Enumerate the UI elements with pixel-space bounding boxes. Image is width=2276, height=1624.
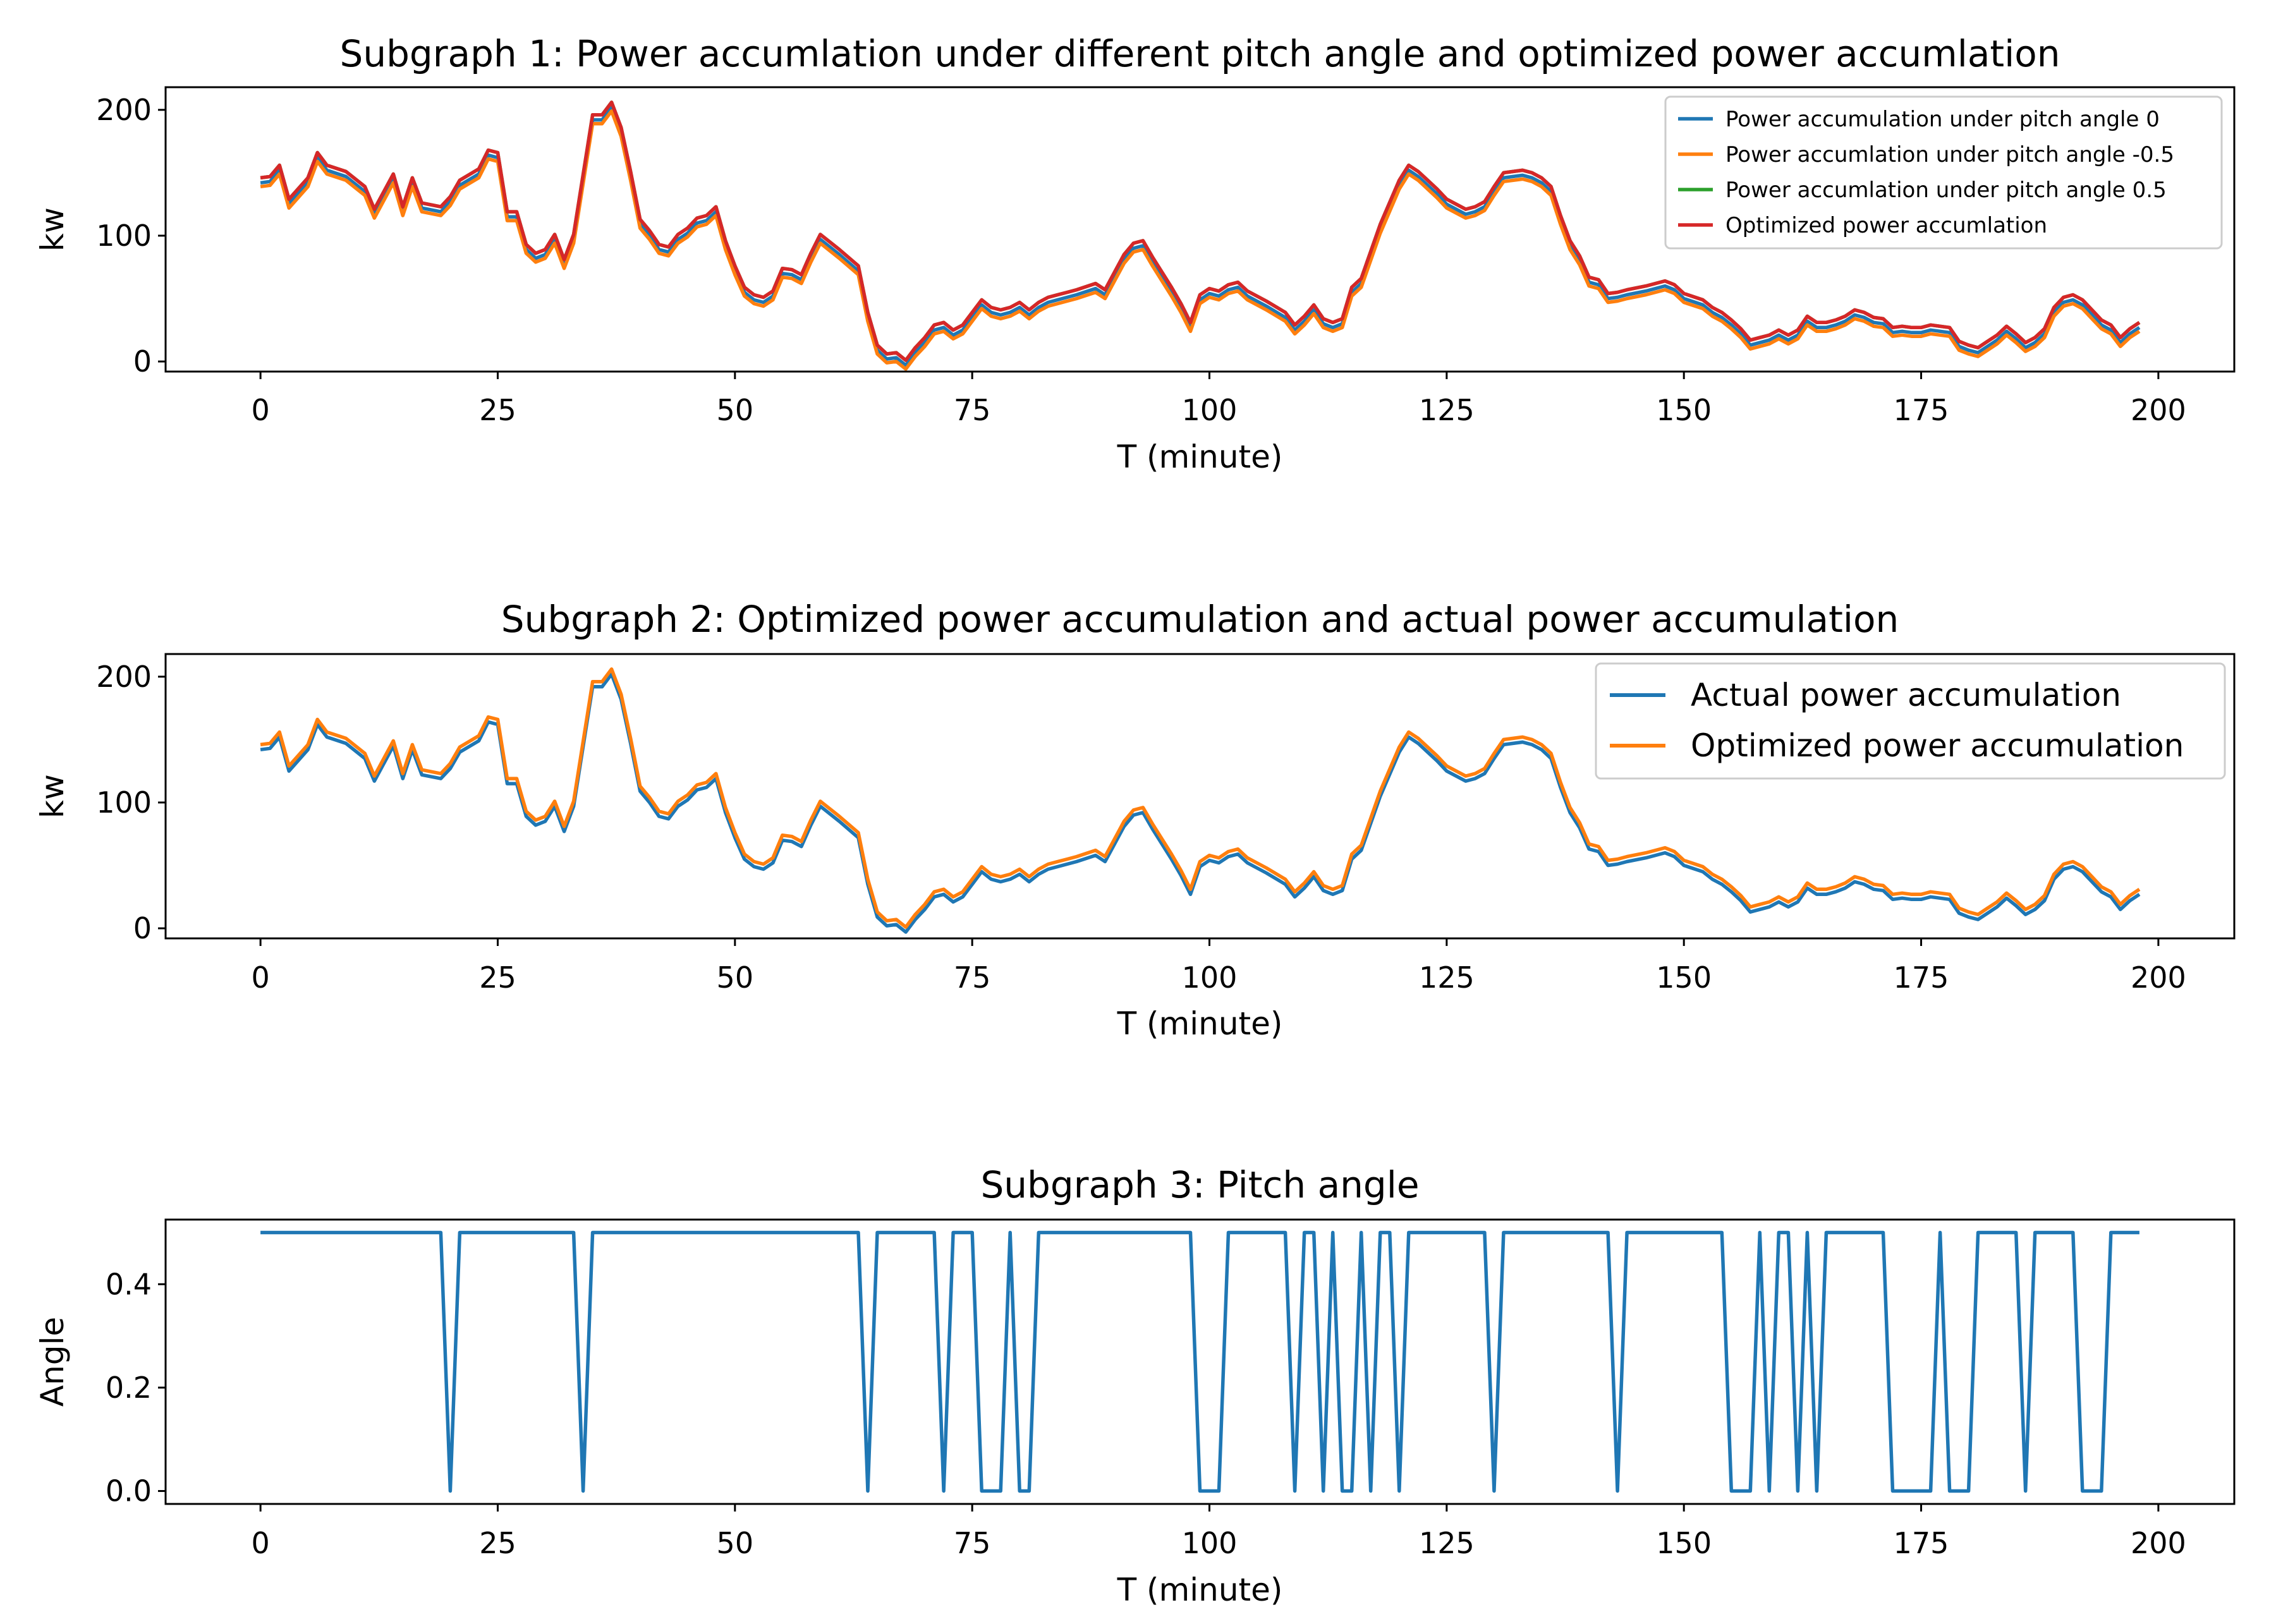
subplot-1: Subgraph 1: Power accumlation under diff… bbox=[34, 32, 2236, 475]
x-tick-label: 125 bbox=[1419, 1526, 1475, 1560]
series-line-4 bbox=[260, 100, 2141, 362]
legend-label-2: Optimized power accumulation bbox=[1691, 727, 2184, 764]
x-axis-label: T (minute) bbox=[1117, 1005, 1283, 1042]
x-tick-label: 0 bbox=[251, 1526, 269, 1560]
x-tick-label: 200 bbox=[2131, 960, 2186, 995]
x-axis-label: T (minute) bbox=[1117, 439, 1283, 475]
y-tick-label: 200 bbox=[96, 660, 152, 694]
subplot-2: Subgraph 2: Optimized power accumulation… bbox=[34, 598, 2236, 1042]
series-line-1 bbox=[260, 106, 2141, 367]
x-tick-label: 100 bbox=[1182, 1526, 1238, 1560]
x-tick-label: 75 bbox=[954, 393, 991, 427]
x-tick-label: 75 bbox=[954, 960, 991, 995]
subplot-title: Subgraph 3: Pitch angle bbox=[980, 1163, 1419, 1206]
x-tick-label: 150 bbox=[1656, 960, 1712, 995]
x-tick-label: 100 bbox=[1182, 393, 1238, 427]
subplot-3: Subgraph 3: Pitch angle 0 25 50 75 100 125 150 1… bbox=[34, 1163, 2236, 1608]
x-tick-label: 100 bbox=[1182, 960, 1238, 995]
legend: Actual power accumulation Optimized power… bbox=[1595, 662, 2226, 780]
y-tick-label: 0 bbox=[133, 911, 152, 945]
x-tick-label: 50 bbox=[717, 393, 754, 427]
legend-box bbox=[1595, 662, 2226, 780]
legend-label-4: Optimized power accumlation bbox=[1725, 213, 2047, 238]
series-group bbox=[260, 667, 2141, 934]
y-tick-label: 0 bbox=[133, 344, 152, 379]
subplot-title: Subgraph 1: Power accumlation under diff… bbox=[340, 32, 2060, 75]
series-group bbox=[260, 1230, 2139, 1493]
subplot-title: Subgraph 2: Optimized power accumulation… bbox=[501, 598, 1899, 641]
y-tick-label: 100 bbox=[96, 219, 152, 253]
x-tick-label: 175 bbox=[1894, 960, 1949, 995]
x-tick-label: 125 bbox=[1419, 393, 1475, 427]
legend-box bbox=[1664, 95, 2223, 250]
y-tick-label: 0.2 bbox=[106, 1371, 152, 1405]
x-tick-label: 150 bbox=[1656, 1526, 1712, 1560]
x-tick-label: 0 bbox=[251, 960, 269, 995]
axes-frame bbox=[164, 1218, 2236, 1505]
series-line-2 bbox=[260, 667, 2141, 929]
x-tick-label: 50 bbox=[717, 960, 754, 995]
x-tick-label: 75 bbox=[954, 1526, 991, 1560]
series-line-1 bbox=[260, 1230, 2139, 1493]
y-tick-label: 0.4 bbox=[106, 1267, 152, 1301]
legend-label-3: Power accumlation under pitch angle 0.5 bbox=[1725, 178, 2167, 203]
y-tick-label: 100 bbox=[96, 785, 152, 820]
x-tick-label: 25 bbox=[479, 393, 516, 427]
x-tick-label: 175 bbox=[1894, 1526, 1949, 1560]
x-tick-label: 175 bbox=[1894, 393, 1949, 427]
x-tick-label: 0 bbox=[251, 393, 269, 427]
y-axis-label: kw bbox=[34, 207, 71, 251]
x-axis-label: T (minute) bbox=[1117, 1572, 1283, 1608]
x-tick-label: 200 bbox=[2131, 393, 2186, 427]
x-tick-label: 50 bbox=[717, 1526, 754, 1560]
legend-label-1: Actual power accumulation bbox=[1691, 677, 2121, 713]
y-tick-label: 0.0 bbox=[106, 1474, 152, 1508]
legend: Power accumulation under pitch angle 0 Po… bbox=[1664, 95, 2223, 250]
x-tick-label: 25 bbox=[479, 960, 516, 995]
axes-frame bbox=[164, 653, 2236, 940]
y-axis-label: Angle bbox=[34, 1317, 71, 1407]
x-tick-label: 25 bbox=[479, 1526, 516, 1560]
x-tick-label: 125 bbox=[1419, 960, 1475, 995]
series-line-1 bbox=[260, 672, 2141, 934]
y-tick-label: 200 bbox=[96, 93, 152, 127]
axes-frame bbox=[164, 86, 2236, 373]
x-tick-label: 200 bbox=[2131, 1526, 2186, 1560]
series-line-2 bbox=[260, 109, 2141, 371]
x-tick-label: 150 bbox=[1656, 393, 1712, 427]
legend-label-1: Power accumulation under pitch angle 0 bbox=[1725, 107, 2160, 132]
y-axis-label: kw bbox=[34, 774, 71, 818]
legend-label-2: Power accumlation under pitch angle -0.5 bbox=[1725, 142, 2174, 167]
series-group bbox=[260, 100, 2141, 371]
